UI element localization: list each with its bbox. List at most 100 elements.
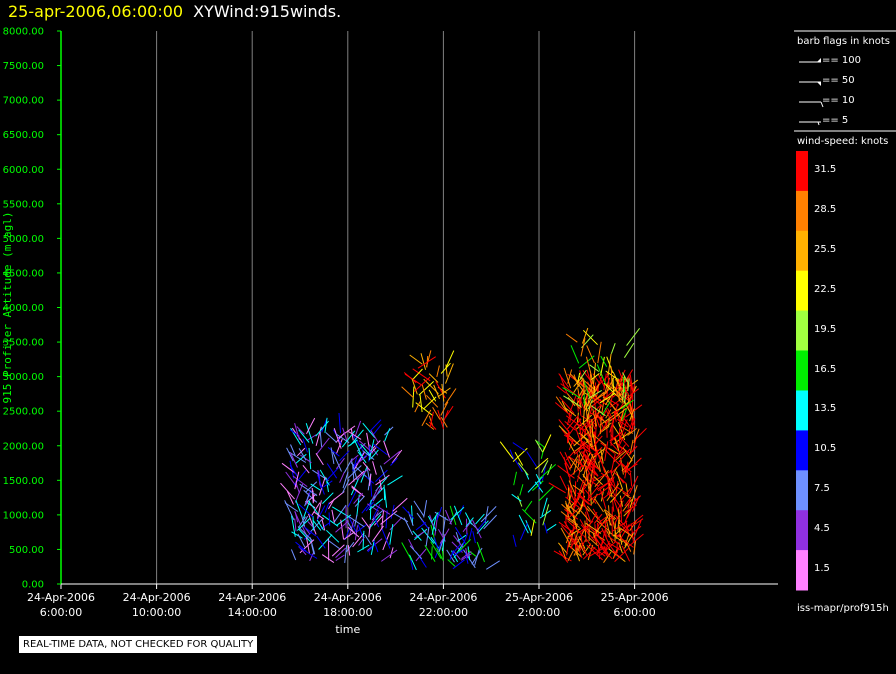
- wind-barb: [567, 369, 573, 384]
- wind-barb: [586, 482, 602, 501]
- wind-barb: [302, 525, 311, 535]
- wind-barb: [560, 383, 577, 396]
- wind-barb: [519, 523, 528, 541]
- wind-barb: [517, 462, 529, 476]
- wind-barb: [622, 447, 633, 461]
- wind-barb: [441, 383, 445, 402]
- wind-barb: [615, 533, 634, 548]
- wind-barb: [322, 514, 339, 527]
- wind-barb: [337, 425, 356, 439]
- wind-barb: [607, 478, 611, 497]
- wind-barb: [614, 403, 619, 414]
- wind-barb: [540, 446, 545, 459]
- wind-barb: [606, 371, 610, 385]
- wind-barb: [295, 541, 307, 552]
- wind-barb: [569, 412, 573, 423]
- y-tick-label: 4000.00: [3, 303, 44, 314]
- wind-barb: [583, 396, 593, 413]
- wind-barb: [578, 355, 595, 369]
- wind-barb: [569, 464, 584, 477]
- wind-barb: [617, 519, 620, 532]
- wind-barb: [597, 374, 606, 389]
- wind-barb: [354, 514, 358, 527]
- speed-color-swatch: [796, 510, 808, 551]
- wind-barb: [568, 545, 582, 558]
- wind-barb: [628, 533, 644, 547]
- wind-barb: [566, 504, 580, 515]
- wind-barb: [383, 450, 401, 465]
- wind-barb: [354, 525, 359, 541]
- wind-barb: [542, 504, 550, 526]
- wind-barb: [316, 437, 330, 455]
- wind-barb: [619, 431, 627, 446]
- wind-barb: [617, 418, 629, 428]
- wind-barb: [310, 502, 321, 517]
- wind-barb: [622, 372, 628, 383]
- wind-barb: [569, 454, 579, 470]
- wind-barb: [297, 526, 313, 541]
- wind-barb: [402, 506, 415, 520]
- wind-barb: [423, 500, 428, 518]
- wind-barb: [578, 424, 582, 438]
- wind-barb: [566, 392, 580, 409]
- wind-barb: [298, 528, 312, 543]
- wind-barb: [600, 460, 606, 473]
- wind-barb: [300, 454, 312, 464]
- x-axis-label: time: [335, 623, 360, 636]
- wind-barb: [380, 465, 387, 480]
- wind-barb: [370, 539, 375, 555]
- wind-barb: [450, 506, 465, 521]
- wind-barb: [619, 419, 628, 440]
- wind-barb: [601, 401, 611, 416]
- wind-barb: [445, 509, 452, 525]
- wind-barb: [524, 500, 533, 512]
- wind-barb: [362, 530, 365, 550]
- wind-barb: [578, 507, 591, 523]
- wind-barb: [421, 409, 432, 427]
- wind-barb: [589, 426, 593, 448]
- wind-barb: [514, 459, 523, 472]
- wind-barb: [391, 449, 403, 464]
- wind-barb: [585, 489, 597, 505]
- wind-barb: [612, 371, 623, 391]
- wind-barb: [603, 551, 612, 563]
- wind-barb: [622, 383, 624, 400]
- wind-barb: [294, 510, 301, 525]
- wind-barb: [587, 389, 602, 399]
- wind-barb: [288, 451, 307, 463]
- wind-barb: [373, 540, 379, 553]
- wind-barb: [421, 384, 427, 400]
- wind-barb: [426, 350, 432, 367]
- wind-barb: [621, 408, 628, 420]
- wind-barb: [301, 514, 306, 527]
- x-tick-label-date: 25-Apr-2006: [601, 591, 669, 604]
- wind-barb: [381, 549, 398, 562]
- wind-barb: [464, 512, 473, 525]
- x-tick-label-time: 6:00:00: [40, 606, 82, 619]
- wind-barb: [609, 488, 624, 503]
- wind-barb: [577, 492, 592, 507]
- wind-barb: [464, 552, 469, 564]
- wind-barb: [607, 407, 615, 423]
- wind-barb: [387, 475, 403, 486]
- wind-barb: [409, 354, 423, 365]
- wind-barb: [620, 437, 630, 448]
- wind-barb: [437, 387, 451, 398]
- wind-barb: [607, 353, 612, 376]
- wind-barb: [619, 487, 632, 503]
- speed-color-swatch: [796, 190, 808, 232]
- wind-barb: [589, 526, 601, 538]
- wind-barb: [454, 526, 467, 545]
- x-tick-label-date: 24-Apr-2006: [27, 591, 95, 604]
- wind-barb: [499, 441, 514, 459]
- wind-barb: [486, 560, 500, 570]
- wind-barb: [626, 377, 629, 389]
- wind-barb: [620, 502, 622, 523]
- wind-barb: [618, 509, 620, 525]
- wind-barb: [564, 407, 577, 417]
- barb-flag-tick-icon: [817, 121, 820, 126]
- x-tick-label-time: 22:00:00: [419, 606, 468, 619]
- wind-barb: [365, 501, 374, 512]
- wind-barb: [609, 432, 622, 442]
- wind-barb: [610, 453, 616, 474]
